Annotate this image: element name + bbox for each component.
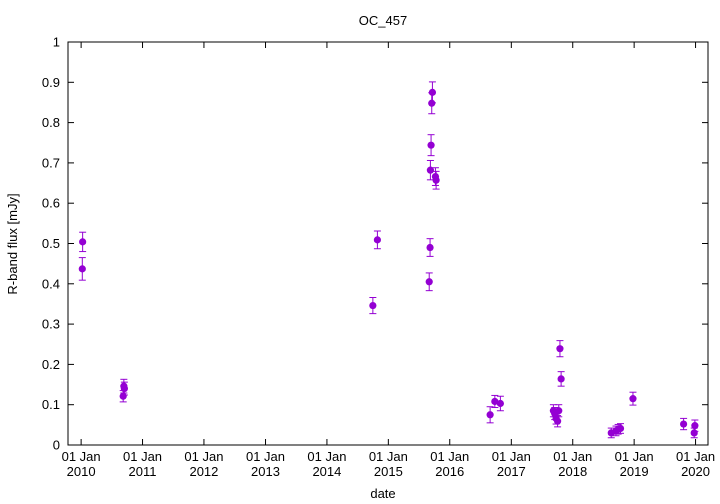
point-marker — [120, 384, 128, 393]
y-tick-label: 0 — [53, 438, 60, 453]
point-marker — [427, 141, 435, 149]
x-tick-label: 01 Jan — [615, 449, 654, 464]
point-marker — [79, 238, 87, 246]
point-marker — [425, 278, 433, 286]
point-marker — [119, 392, 127, 400]
x-tick-label-year: 2010 — [67, 464, 96, 479]
point-marker — [557, 375, 565, 383]
point-marker — [556, 345, 564, 353]
x-tick-label: 01 Jan — [62, 449, 101, 464]
data-point — [691, 419, 699, 432]
data-point — [629, 391, 637, 406]
data-point — [78, 257, 86, 281]
data-point — [496, 395, 504, 412]
data-point — [426, 159, 434, 181]
x-tick-label: 01 Jan — [246, 449, 285, 464]
data-point — [79, 231, 87, 253]
point-marker — [496, 399, 504, 408]
point-marker — [553, 417, 562, 425]
x-axis-label: date — [370, 486, 395, 501]
point-marker — [369, 301, 377, 310]
y-tick-label: 0.9 — [42, 75, 60, 90]
y-tick-label: 0.4 — [42, 276, 60, 291]
data-point — [680, 417, 688, 431]
data-point — [426, 238, 434, 257]
data-point — [616, 423, 625, 434]
x-tick-label: 01 Jan — [553, 449, 592, 464]
point-marker — [428, 88, 437, 96]
data-point — [120, 381, 128, 396]
point-marker — [486, 411, 494, 419]
x-tick-label-year: 2014 — [312, 464, 341, 479]
data-point — [491, 394, 499, 409]
plot-frame — [67, 41, 709, 446]
point-marker — [691, 422, 699, 430]
data-point — [369, 297, 377, 315]
x-tick-label: 01 Jan — [123, 449, 162, 464]
y-tick-label: 0.3 — [42, 317, 60, 332]
data-point — [427, 134, 435, 157]
y-axis: 0 0.1 0.2 0.3 0.4 0.5 0.6 0.7 0.8 0.9 1 — [42, 35, 708, 453]
data-point — [119, 390, 127, 403]
y-tick-label: 0.1 — [42, 397, 60, 412]
x-tick-label: 01 Jan — [184, 449, 223, 464]
x-tick-label: 01 Jan — [369, 449, 408, 464]
x-tick-label-year: 2015 — [374, 464, 403, 479]
x-tick-label: 01 Jan — [676, 449, 715, 464]
x-tick-label-year: 2020 — [681, 464, 710, 479]
data-point — [486, 406, 494, 424]
data-point — [555, 404, 563, 418]
y-tick-label: 1 — [53, 35, 60, 50]
y-axis-label: R-band flux [mJy] — [5, 193, 20, 294]
x-tick-label-year: 2012 — [189, 464, 218, 479]
x-tick-label: 01 Jan — [430, 449, 469, 464]
point-marker — [426, 243, 434, 252]
data-point — [428, 81, 437, 104]
y-tick-label: 0.5 — [42, 236, 60, 251]
x-tick-label-year: 2017 — [497, 464, 526, 479]
point-marker — [629, 395, 637, 403]
point-marker — [690, 429, 698, 437]
x-tick-label-year: 2011 — [129, 464, 157, 479]
point-marker — [680, 420, 688, 428]
point-marker — [555, 407, 563, 415]
x-tick-label-year: 2013 — [251, 464, 280, 479]
data-point — [425, 272, 433, 292]
y-tick-label: 0.8 — [42, 115, 60, 130]
point-marker — [432, 176, 440, 184]
x-tick-label-year: 2019 — [620, 464, 649, 479]
point-marker — [426, 166, 434, 174]
y-tick-label: 0.6 — [42, 196, 60, 211]
point-marker — [491, 397, 499, 406]
point-marker — [78, 265, 86, 273]
data-point — [556, 340, 564, 358]
data-point — [557, 371, 565, 387]
point-marker — [373, 236, 382, 244]
y-tick-label: 0.7 — [42, 155, 60, 170]
chart-title: OC_457 — [359, 13, 407, 28]
y-tick-label: 0.2 — [42, 357, 60, 372]
data-point — [553, 415, 562, 428]
x-tick-label-year: 2016 — [435, 464, 464, 479]
x-tick-label-year: 2018 — [558, 464, 587, 479]
data-point — [373, 230, 382, 250]
x-tick-label: 01 Jan — [492, 449, 531, 464]
data-points — [78, 81, 699, 439]
data-point — [432, 170, 440, 190]
point-marker — [616, 424, 625, 433]
x-tick-label: 01 Jan — [307, 449, 346, 464]
